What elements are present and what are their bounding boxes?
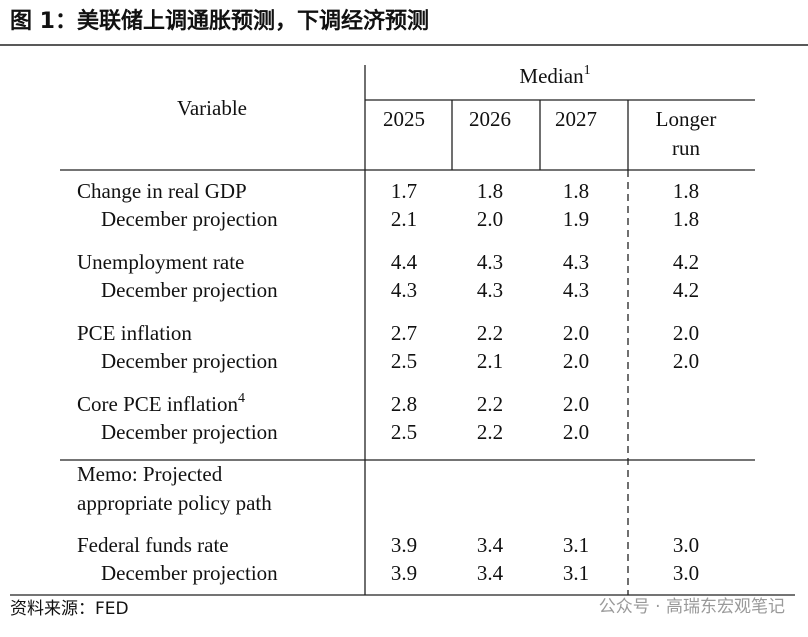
row-label-text: PCE inflation — [77, 321, 192, 345]
cell: 3.0 — [673, 561, 699, 585]
memo-label: Memo: Projected — [77, 462, 223, 486]
cell: 1.8 — [673, 179, 699, 203]
cell: 2.0 — [563, 420, 589, 444]
column-header: 2026 — [469, 107, 511, 131]
cell: 2.0 — [563, 321, 589, 345]
cell: 4.2 — [673, 278, 699, 302]
row-label-text: Federal funds rate — [77, 533, 229, 557]
cell: 2.0 — [563, 392, 589, 416]
cell: 1.8 — [673, 207, 699, 231]
cell: 4.3 — [563, 278, 589, 302]
row-label: December projection — [101, 561, 278, 585]
source: 资料来源：FED — [10, 599, 129, 619]
memo-label: appropriate policy path — [77, 491, 272, 515]
cell: 3.4 — [477, 533, 504, 557]
cell: 3.9 — [391, 561, 417, 585]
cell: 4.4 — [391, 250, 418, 274]
column-header: 2025 — [383, 107, 425, 131]
cell: 4.3 — [563, 250, 589, 274]
cell: 1.9 — [563, 207, 589, 231]
row-label: PCE inflation — [77, 321, 192, 345]
footnote-mark: 4 — [238, 391, 245, 406]
row-label-text: Core PCE inflation — [77, 392, 238, 416]
cell: 3.1 — [563, 561, 589, 585]
column-header-line: run — [672, 136, 700, 160]
cell: 2.2 — [477, 392, 503, 416]
variable-header: Variable — [177, 96, 247, 120]
cell: 2.2 — [477, 420, 503, 444]
cell: 2.2 — [477, 321, 503, 345]
row-label-text: Change in real GDP — [77, 179, 247, 203]
column-header: Longer run — [656, 107, 717, 160]
cell: 2.0 — [673, 349, 699, 373]
title: 图 1：美联储上调通胀预测，下调经济预测 — [10, 8, 429, 34]
cell: 4.3 — [477, 278, 503, 302]
cell: 4.2 — [673, 250, 699, 274]
column-header-line: Longer — [656, 107, 717, 131]
cell: 2.5 — [391, 420, 417, 444]
column-header: 2027 — [555, 107, 597, 131]
cell: 2.0 — [477, 207, 503, 231]
cell: 3.9 — [391, 533, 417, 557]
row-label: Unemployment rate — [77, 250, 244, 274]
cell: 3.1 — [563, 533, 589, 557]
median-header: Median1 — [519, 63, 590, 88]
cell: 4.3 — [391, 278, 417, 302]
cell: 3.4 — [477, 561, 504, 585]
cell: 2.0 — [563, 349, 589, 373]
watermark: 公众号 · 高瑞东宏观笔记 — [599, 597, 785, 617]
cell: 2.8 — [391, 392, 417, 416]
row-label: December projection — [101, 420, 278, 444]
row-label: Change in real GDP — [77, 179, 247, 203]
row-label-text: Unemployment rate — [77, 250, 244, 274]
cell: 4.3 — [477, 250, 503, 274]
row-label: Core PCE inflation4 — [77, 391, 245, 416]
cell: 2.0 — [673, 321, 699, 345]
row-label: December projection — [101, 278, 278, 302]
row-label: Federal funds rate — [77, 533, 229, 557]
row-label: December projection — [101, 207, 278, 231]
cell: 1.8 — [477, 179, 503, 203]
cell: 1.8 — [563, 179, 589, 203]
median-label: Median — [519, 64, 584, 88]
row-label: December projection — [101, 349, 278, 373]
cell: 1.7 — [391, 179, 417, 203]
footnote-mark: 1 — [584, 63, 591, 78]
cell: 2.7 — [391, 321, 417, 345]
cell: 2.5 — [391, 349, 417, 373]
cell: 3.0 — [673, 533, 699, 557]
cell: 2.1 — [391, 207, 417, 231]
cell: 2.1 — [477, 349, 503, 373]
